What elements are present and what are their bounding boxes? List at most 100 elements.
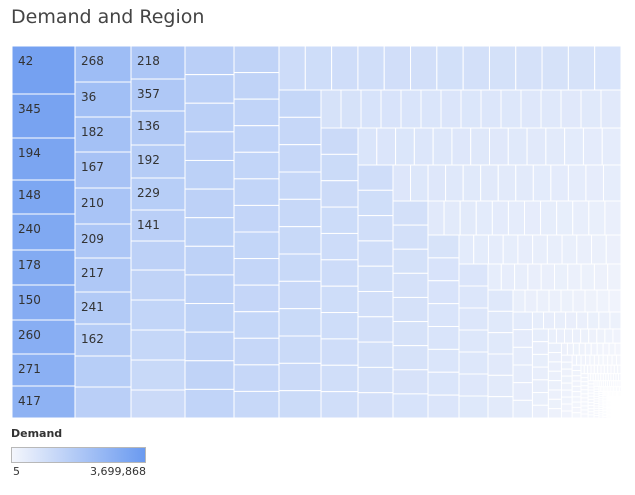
treemap-cell-387[interactable] xyxy=(619,386,622,393)
treemap-cell-74[interactable] xyxy=(278,116,322,146)
treemap-cell-147[interactable] xyxy=(602,164,622,202)
treemap-cell-188[interactable] xyxy=(458,263,489,287)
treemap-cell-46[interactable] xyxy=(233,45,280,74)
treemap-cell-58[interactable] xyxy=(233,364,280,392)
treemap-cell-29[interactable] xyxy=(130,299,186,331)
treemap-cell-38[interactable] xyxy=(184,188,235,219)
treemap-cell-117[interactable] xyxy=(470,127,491,166)
treemap-cell-288[interactable] xyxy=(571,364,582,372)
treemap-cell-290[interactable] xyxy=(571,375,582,382)
treemap-cell-167[interactable] xyxy=(588,200,606,236)
treemap-cell-293[interactable] xyxy=(571,391,582,398)
treemap-cell-181[interactable] xyxy=(517,234,534,265)
treemap-cell-85[interactable] xyxy=(320,89,342,129)
treemap-cell-231[interactable] xyxy=(587,311,600,330)
treemap-cell-105[interactable] xyxy=(320,259,359,287)
treemap-cell-187[interactable] xyxy=(605,234,622,265)
treemap-cell-126[interactable] xyxy=(357,189,394,217)
treemap-cell-194[interactable] xyxy=(458,395,489,419)
treemap-cell-100[interactable] xyxy=(320,127,359,155)
treemap-cell-119[interactable] xyxy=(507,127,528,166)
treemap-cell-116[interactable] xyxy=(451,127,472,166)
treemap-cell-229[interactable] xyxy=(565,311,578,330)
treemap-cell-417[interactable] xyxy=(619,391,622,397)
treemap-cell-123[interactable] xyxy=(582,127,603,166)
treemap-cell-60[interactable] xyxy=(278,45,306,91)
treemap-cell-263[interactable] xyxy=(590,342,598,356)
treemap-cell-246[interactable] xyxy=(588,328,598,344)
treemap-cell-226[interactable] xyxy=(531,311,545,330)
treemap-cell-237[interactable] xyxy=(531,366,549,381)
treemap-cell-265[interactable] xyxy=(602,342,610,356)
treemap-cell-197[interactable] xyxy=(514,263,529,291)
treemap-cell-233[interactable] xyxy=(609,311,622,330)
treemap-cell-253[interactable] xyxy=(547,370,562,382)
treemap-cell-294[interactable] xyxy=(571,396,582,403)
treemap-cell-257[interactable] xyxy=(547,408,562,419)
treemap-cell-465[interactable] xyxy=(606,416,612,419)
treemap-cell-135[interactable] xyxy=(392,164,412,202)
treemap-cell-286[interactable] xyxy=(611,354,618,366)
treemap-cell-12[interactable] xyxy=(74,116,132,153)
treemap-cell-258[interactable] xyxy=(560,342,568,356)
treemap-cell-6[interactable] xyxy=(11,284,76,321)
treemap-cell-155[interactable] xyxy=(392,369,429,395)
treemap-cell-241[interactable] xyxy=(547,328,557,344)
treemap-cell-201[interactable] xyxy=(567,263,582,291)
treemap-cell-282[interactable] xyxy=(593,354,600,366)
treemap-cell-115[interactable] xyxy=(432,127,453,166)
treemap-cell-198[interactable] xyxy=(527,263,542,291)
treemap-cell-264[interactable] xyxy=(596,342,604,356)
treemap-cell-310[interactable] xyxy=(580,373,589,379)
treemap-cell-125[interactable] xyxy=(357,164,394,191)
treemap-cell-88[interactable] xyxy=(380,89,402,129)
treemap-cell-109[interactable] xyxy=(320,364,359,393)
treemap-cell-144[interactable] xyxy=(550,164,569,202)
treemap-cell-159[interactable] xyxy=(459,200,477,236)
treemap-cell-281[interactable] xyxy=(589,354,595,366)
treemap-cell-176[interactable] xyxy=(427,394,460,419)
treemap-cell-80[interactable] xyxy=(278,280,322,310)
treemap-cell-218[interactable] xyxy=(596,289,610,313)
treemap-cell-192[interactable] xyxy=(458,351,489,375)
treemap-cell-149[interactable] xyxy=(392,224,429,250)
treemap-cell-19[interactable] xyxy=(74,355,132,388)
treemap-cell-305[interactable] xyxy=(603,364,609,375)
treemap-cell-298[interactable] xyxy=(580,364,585,375)
treemap-cell-173[interactable] xyxy=(427,326,460,350)
treemap-cell-153[interactable] xyxy=(392,321,429,347)
treemap-cell-183[interactable] xyxy=(546,234,563,265)
treemap-cell-134[interactable] xyxy=(357,392,394,419)
treemap-cell-259[interactable] xyxy=(566,342,574,356)
treemap-cell-15[interactable] xyxy=(74,223,132,259)
treemap-cell-285[interactable] xyxy=(607,354,613,366)
treemap-cell-291[interactable] xyxy=(571,380,582,387)
treemap-cell-247[interactable] xyxy=(596,328,606,344)
treemap-cell-150[interactable] xyxy=(392,248,429,274)
treemap-cell-87[interactable] xyxy=(360,89,382,129)
treemap-cell-216[interactable] xyxy=(572,289,586,313)
treemap-cell-249[interactable] xyxy=(612,328,622,344)
treemap-cell-255[interactable] xyxy=(547,389,562,400)
treemap-cell-35[interactable] xyxy=(184,102,235,133)
treemap-cell-52[interactable] xyxy=(233,204,280,233)
treemap-cell-72[interactable] xyxy=(594,45,622,91)
treemap-cell-196[interactable] xyxy=(500,263,516,291)
treemap-cell-316[interactable] xyxy=(580,397,589,403)
treemap-cell-141[interactable] xyxy=(497,164,517,202)
treemap-cell-154[interactable] xyxy=(392,345,429,371)
treemap-cell-179[interactable] xyxy=(487,234,504,265)
treemap-cell-107[interactable] xyxy=(320,312,359,340)
treemap-cell-31[interactable] xyxy=(130,359,186,391)
treemap-cell-114[interactable] xyxy=(413,127,434,166)
treemap-cell-227[interactable] xyxy=(543,311,556,330)
treemap-cell-195[interactable] xyxy=(487,263,502,291)
treemap-cell-300[interactable] xyxy=(587,364,592,375)
treemap-cell-204[interactable] xyxy=(607,263,622,291)
treemap-cell-111[interactable] xyxy=(357,127,378,166)
treemap-cell-260[interactable] xyxy=(572,342,580,356)
treemap-cell-18[interactable] xyxy=(74,323,132,357)
treemap-cell-110[interactable] xyxy=(320,391,359,419)
treemap-cell-133[interactable] xyxy=(357,366,394,394)
treemap-cell-230[interactable] xyxy=(576,311,589,330)
